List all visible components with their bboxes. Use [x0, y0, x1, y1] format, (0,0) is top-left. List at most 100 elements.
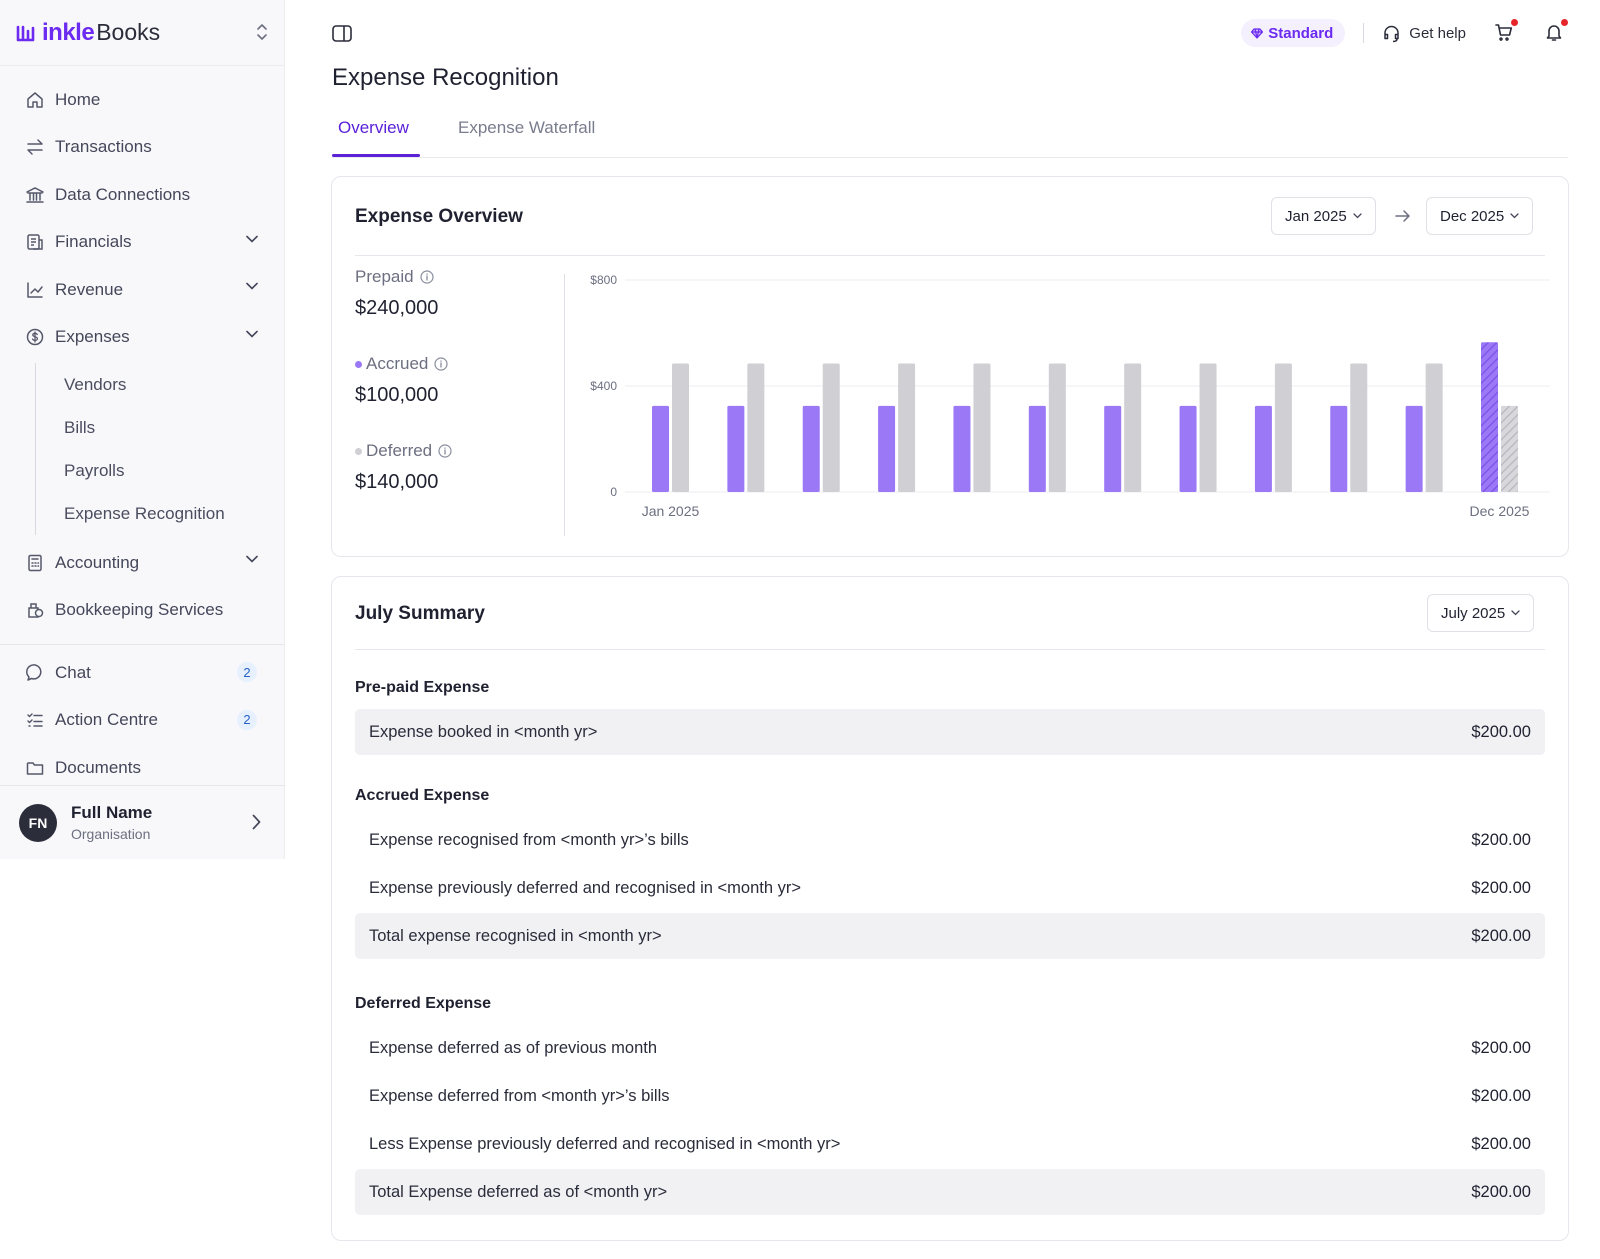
bar-accrued[interactable] [1104, 405, 1122, 492]
info-icon[interactable] [434, 357, 448, 371]
bar-accrued[interactable] [1481, 342, 1498, 492]
sidebar-item-chat[interactable]: Chat 2 [0, 649, 284, 697]
row-label: Total Expense deferred as of <month yr> [369, 1182, 668, 1201]
get-help-label: Get help [1409, 24, 1466, 42]
active-tab-indicator [332, 154, 420, 157]
chevron-down-icon[interactable] [246, 235, 258, 243]
bar-deferred[interactable] [1350, 363, 1368, 492]
bar-accrued[interactable] [1405, 405, 1423, 492]
metric-label: Prepaid [355, 267, 414, 286]
metric-accrued: Accrued $100,000 [355, 354, 452, 441]
sidebar-toggle-icon[interactable] [332, 25, 352, 42]
bar-accrued[interactable] [652, 405, 669, 492]
chevron-down-icon[interactable] [246, 330, 258, 338]
bar-accrued[interactable] [1179, 405, 1197, 492]
row-label: Expense deferred from <month yr>’s bills [369, 1086, 670, 1105]
tab-overview[interactable]: Overview [338, 118, 409, 137]
get-help-button[interactable]: Get help [1382, 24, 1466, 43]
notifications-button[interactable] [1544, 19, 1568, 44]
sidebar-item-label: Accounting [55, 552, 140, 572]
metric-value: $140,000 [355, 471, 439, 493]
bar-deferred[interactable] [898, 363, 916, 492]
overview-metrics: Prepaid $240,000 Accrued $100,000 Deferr… [355, 267, 452, 528]
sidebar-item-label: Transactions [55, 137, 152, 157]
chevron-down-icon [1511, 610, 1520, 616]
bar-deferred[interactable] [1274, 363, 1292, 492]
tab-expense-waterfall[interactable]: Expense Waterfall [458, 118, 596, 137]
sidebar-item-label: Chat [55, 662, 91, 682]
info-icon[interactable] [438, 444, 452, 458]
sidebar-item-documents[interactable]: Documents [0, 744, 284, 792]
july-summary-card: July Summary July 2025 Pre-paid Expense … [331, 576, 1569, 1241]
sidebar-subitem-bills[interactable]: Bills [64, 417, 96, 437]
y-tick-label: 0 [610, 485, 617, 499]
sidebar-item-revenue[interactable]: Revenue [0, 266, 284, 314]
expense-overview-card: Expense Overview Jan 2025 Dec 2025 Prepa… [331, 176, 1569, 557]
bar-deferred[interactable] [1124, 363, 1142, 492]
sidebar-item-transactions[interactable]: Transactions [0, 124, 284, 172]
table-row: Expense deferred from <month yr>’s bills… [355, 1073, 1545, 1119]
cart-button[interactable] [1494, 19, 1518, 44]
row-amount: $200.00 [1471, 1086, 1531, 1105]
x-tick-label: Jan 2025 [642, 503, 700, 519]
topbar-actions: Standard Get help [1241, 18, 1568, 48]
from-month-value: Jan 2025 [1285, 207, 1347, 225]
metric-label: Deferred [366, 441, 433, 460]
profile-menu[interactable]: FN Full Name Organisation [0, 785, 285, 859]
chevron-down-icon[interactable] [246, 555, 258, 563]
folder-icon [26, 762, 44, 775]
brand-name-rest: Books [96, 19, 161, 45]
bar-accrued[interactable] [1254, 405, 1272, 492]
bell-icon [1546, 25, 1562, 41]
sidebar-subitem-payrolls[interactable]: Payrolls [64, 460, 125, 480]
to-month-select[interactable]: Dec 2025 [1426, 197, 1534, 235]
from-month-select[interactable]: Jan 2025 [1271, 197, 1376, 235]
bar-deferred[interactable] [747, 363, 765, 492]
calculator-icon [28, 554, 42, 571]
sidebar-item-accounting[interactable]: Accounting [0, 539, 284, 587]
dollar-circle-icon [26, 329, 44, 346]
sidebar-subitem-vendors[interactable]: Vendors [64, 374, 127, 394]
cart-notification-dot [1511, 19, 1518, 26]
x-tick-label: Dec 2025 [1470, 503, 1530, 519]
legend-dot-accrued [355, 360, 362, 368]
bar-deferred[interactable] [1501, 405, 1518, 492]
bar-accrued[interactable] [1330, 405, 1348, 492]
diamond-icon [1251, 27, 1264, 39]
row-label: Expense deferred as of previous month [369, 1038, 658, 1057]
prepaid-section-title: Pre-paid Expense [355, 679, 490, 696]
bar-deferred[interactable] [1199, 363, 1217, 492]
sidebar-item-expenses[interactable]: Expenses [0, 314, 284, 362]
plan-badge[interactable]: Standard [1241, 19, 1346, 47]
sidebar-item-label: Bookkeeping Services [55, 600, 224, 620]
sidebar-item-label: Action Centre [55, 710, 158, 730]
chevron-down-icon[interactable] [246, 282, 258, 290]
summary-month-select[interactable]: July 2025 [1427, 594, 1535, 632]
bar-deferred[interactable] [1425, 363, 1443, 492]
bar-deferred[interactable] [1048, 363, 1066, 492]
sidebar-subitem-expense-recognition[interactable]: Expense Recognition [64, 503, 225, 523]
bar-deferred[interactable] [973, 363, 991, 492]
sidebar-item-action-centre[interactable]: Action Centre 2 [0, 697, 284, 745]
table-row-total: Total Expense deferred as of <month yr> … [355, 1169, 1545, 1215]
bar-accrued[interactable] [878, 405, 896, 492]
tabs: Overview Expense Waterfall [332, 110, 1568, 158]
sidebar-item-financials[interactable]: Financials [0, 219, 284, 267]
metric-prepaid: Prepaid $240,000 [355, 267, 452, 354]
bar-deferred[interactable] [672, 363, 689, 492]
sidebar-divider [0, 644, 284, 645]
sidebar-item-data-connections[interactable]: Data Connections [0, 171, 284, 219]
brand-logo[interactable]: inkle Books [16, 19, 160, 47]
bar-accrued[interactable] [1028, 405, 1046, 492]
row-label: Less Expense previously deferred and rec… [369, 1134, 841, 1153]
bar-accrued[interactable] [802, 405, 820, 492]
sidebar-item-home[interactable]: Home [0, 76, 284, 124]
bank-icon [26, 186, 44, 203]
row-amount: $200.00 [1471, 926, 1531, 945]
sidebar-item-bookkeeping-services[interactable]: Bookkeeping Services [0, 587, 284, 635]
bar-deferred[interactable] [822, 363, 840, 492]
workspace-switch-icon[interactable] [256, 22, 268, 42]
bar-accrued[interactable] [727, 405, 745, 492]
bar-accrued[interactable] [953, 405, 971, 492]
info-icon[interactable] [420, 270, 434, 284]
